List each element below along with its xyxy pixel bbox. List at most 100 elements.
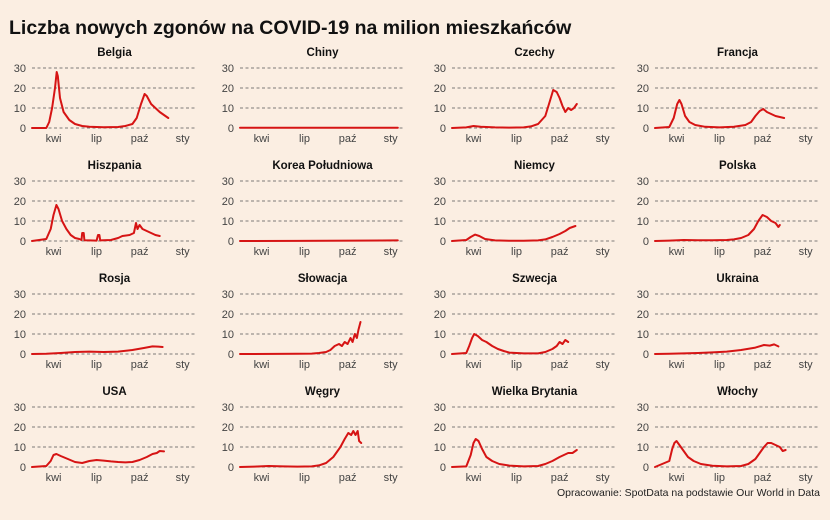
x-tick-label: sty [596, 246, 611, 258]
x-tick-label: paź [551, 472, 569, 484]
x-tick-label: lip [511, 133, 522, 145]
panel-title: Polska [719, 160, 757, 172]
y-tick-label: 30 [637, 289, 649, 301]
y-tick-label: 10 [14, 103, 26, 115]
y-tick-label: 30 [222, 289, 234, 301]
y-tick-label: 10 [222, 103, 234, 115]
x-tick-label: lip [299, 359, 310, 371]
x-tick-label: lip [299, 133, 310, 145]
y-tick-label: 10 [637, 216, 649, 228]
y-tick-label: 0 [20, 123, 26, 135]
x-tick-label: lip [714, 472, 725, 484]
y-tick-label: 10 [637, 329, 649, 341]
y-tick-label: 0 [228, 349, 234, 361]
panel-title: USA [102, 386, 126, 398]
series-line-wielka-brytania [451, 438, 578, 468]
x-tick-label: kwi [254, 133, 270, 145]
source-caption: Opracowanie: SpotData na podstawie Our W… [556, 487, 820, 499]
x-tick-label: kwi [254, 472, 270, 484]
panel-francja: Francja 0 10 20 30 kwi lip paź sty [637, 47, 820, 145]
panel-title: Włochy [717, 386, 758, 398]
y-tick-label: 10 [222, 442, 234, 454]
x-tick-label: lip [299, 472, 310, 484]
panel-title: Wielka Brytania [492, 386, 578, 398]
y-tick-label: 10 [434, 216, 446, 228]
x-tick-label: sty [176, 133, 191, 145]
x-tick-label: lip [511, 359, 522, 371]
y-tick-label: 20 [637, 422, 649, 434]
y-tick-label: 20 [434, 309, 446, 321]
x-tick-label: paź [754, 359, 772, 371]
y-tick-label: 0 [643, 123, 649, 135]
x-tick-label: paź [339, 359, 357, 371]
x-tick-label: sty [176, 246, 191, 258]
panel-title: Węgry [305, 386, 341, 398]
x-tick-label: kwi [466, 133, 482, 145]
series-line-włochy [654, 440, 787, 468]
panel-węgry: Węgry 0 10 20 30 kwi lip paź sty [222, 386, 405, 484]
panel-title: Francja [717, 47, 759, 59]
x-tick-label: paź [551, 359, 569, 371]
x-tick-label: lip [91, 359, 102, 371]
y-tick-label: 30 [434, 289, 446, 301]
x-tick-label: kwi [46, 246, 62, 258]
y-tick-label: 10 [637, 442, 649, 454]
y-tick-label: 20 [637, 309, 649, 321]
panel-title: Rosja [99, 273, 131, 285]
panel-chiny: Chiny 0 10 20 30 kwi lip paź sty [222, 47, 405, 145]
x-tick-label: paź [754, 133, 772, 145]
y-tick-label: 10 [637, 103, 649, 115]
y-tick-label: 20 [222, 196, 234, 208]
series-line-belgia [31, 71, 170, 129]
x-tick-label: sty [176, 472, 191, 484]
panel-title: Hiszpania [88, 160, 142, 172]
x-tick-label: paź [339, 246, 357, 258]
x-tick-label: sty [596, 133, 611, 145]
x-tick-label: kwi [254, 246, 270, 258]
y-tick-label: 0 [643, 349, 649, 361]
x-tick-label: lip [511, 246, 522, 258]
x-tick-label: kwi [466, 246, 482, 258]
y-tick-label: 0 [20, 462, 26, 474]
panel-niemcy: Niemcy 0 10 20 30 kwi lip paź sty [434, 160, 617, 258]
x-tick-label: sty [384, 359, 399, 371]
series-line-szwecja [451, 333, 570, 355]
series-line-usa [31, 450, 165, 468]
x-tick-label: lip [91, 472, 102, 484]
y-tick-label: 30 [222, 176, 234, 188]
x-tick-label: paź [551, 133, 569, 145]
series-line-ukraina [654, 343, 780, 355]
y-tick-label: 10 [434, 442, 446, 454]
x-tick-label: sty [799, 133, 814, 145]
y-tick-label: 0 [440, 123, 446, 135]
y-tick-label: 30 [14, 176, 26, 188]
page-title: Liczba nowych zgonów na COVID-19 na mili… [9, 17, 572, 39]
y-tick-label: 0 [440, 462, 446, 474]
x-tick-label: sty [799, 472, 814, 484]
y-tick-label: 30 [434, 63, 446, 75]
y-tick-label: 20 [434, 422, 446, 434]
x-tick-label: lip [91, 246, 102, 258]
panel-korea-południowa: Korea Południowa 0 10 20 30 kwi lip paź sty [222, 160, 405, 258]
y-tick-label: 10 [14, 329, 26, 341]
x-tick-label: sty [384, 133, 399, 145]
x-tick-label: kwi [669, 359, 685, 371]
y-tick-label: 30 [222, 63, 234, 75]
series-line-niemcy [451, 225, 577, 242]
x-tick-label: sty [596, 472, 611, 484]
x-tick-label: sty [596, 359, 611, 371]
y-tick-label: 0 [228, 462, 234, 474]
y-tick-label: 30 [637, 176, 649, 188]
y-tick-label: 20 [222, 309, 234, 321]
x-tick-label: kwi [669, 246, 685, 258]
series-line-korea-południowa [239, 239, 399, 242]
x-tick-label: lip [91, 133, 102, 145]
x-tick-label: lip [714, 133, 725, 145]
x-tick-label: sty [176, 359, 191, 371]
y-tick-label: 0 [20, 236, 26, 248]
panel-title: Szwecja [512, 273, 557, 285]
panel-title: Słowacja [298, 273, 348, 285]
y-tick-label: 0 [228, 236, 234, 248]
panel-włochy: Włochy 0 10 20 30 kwi lip paź sty [637, 386, 820, 484]
y-tick-label: 30 [637, 63, 649, 75]
